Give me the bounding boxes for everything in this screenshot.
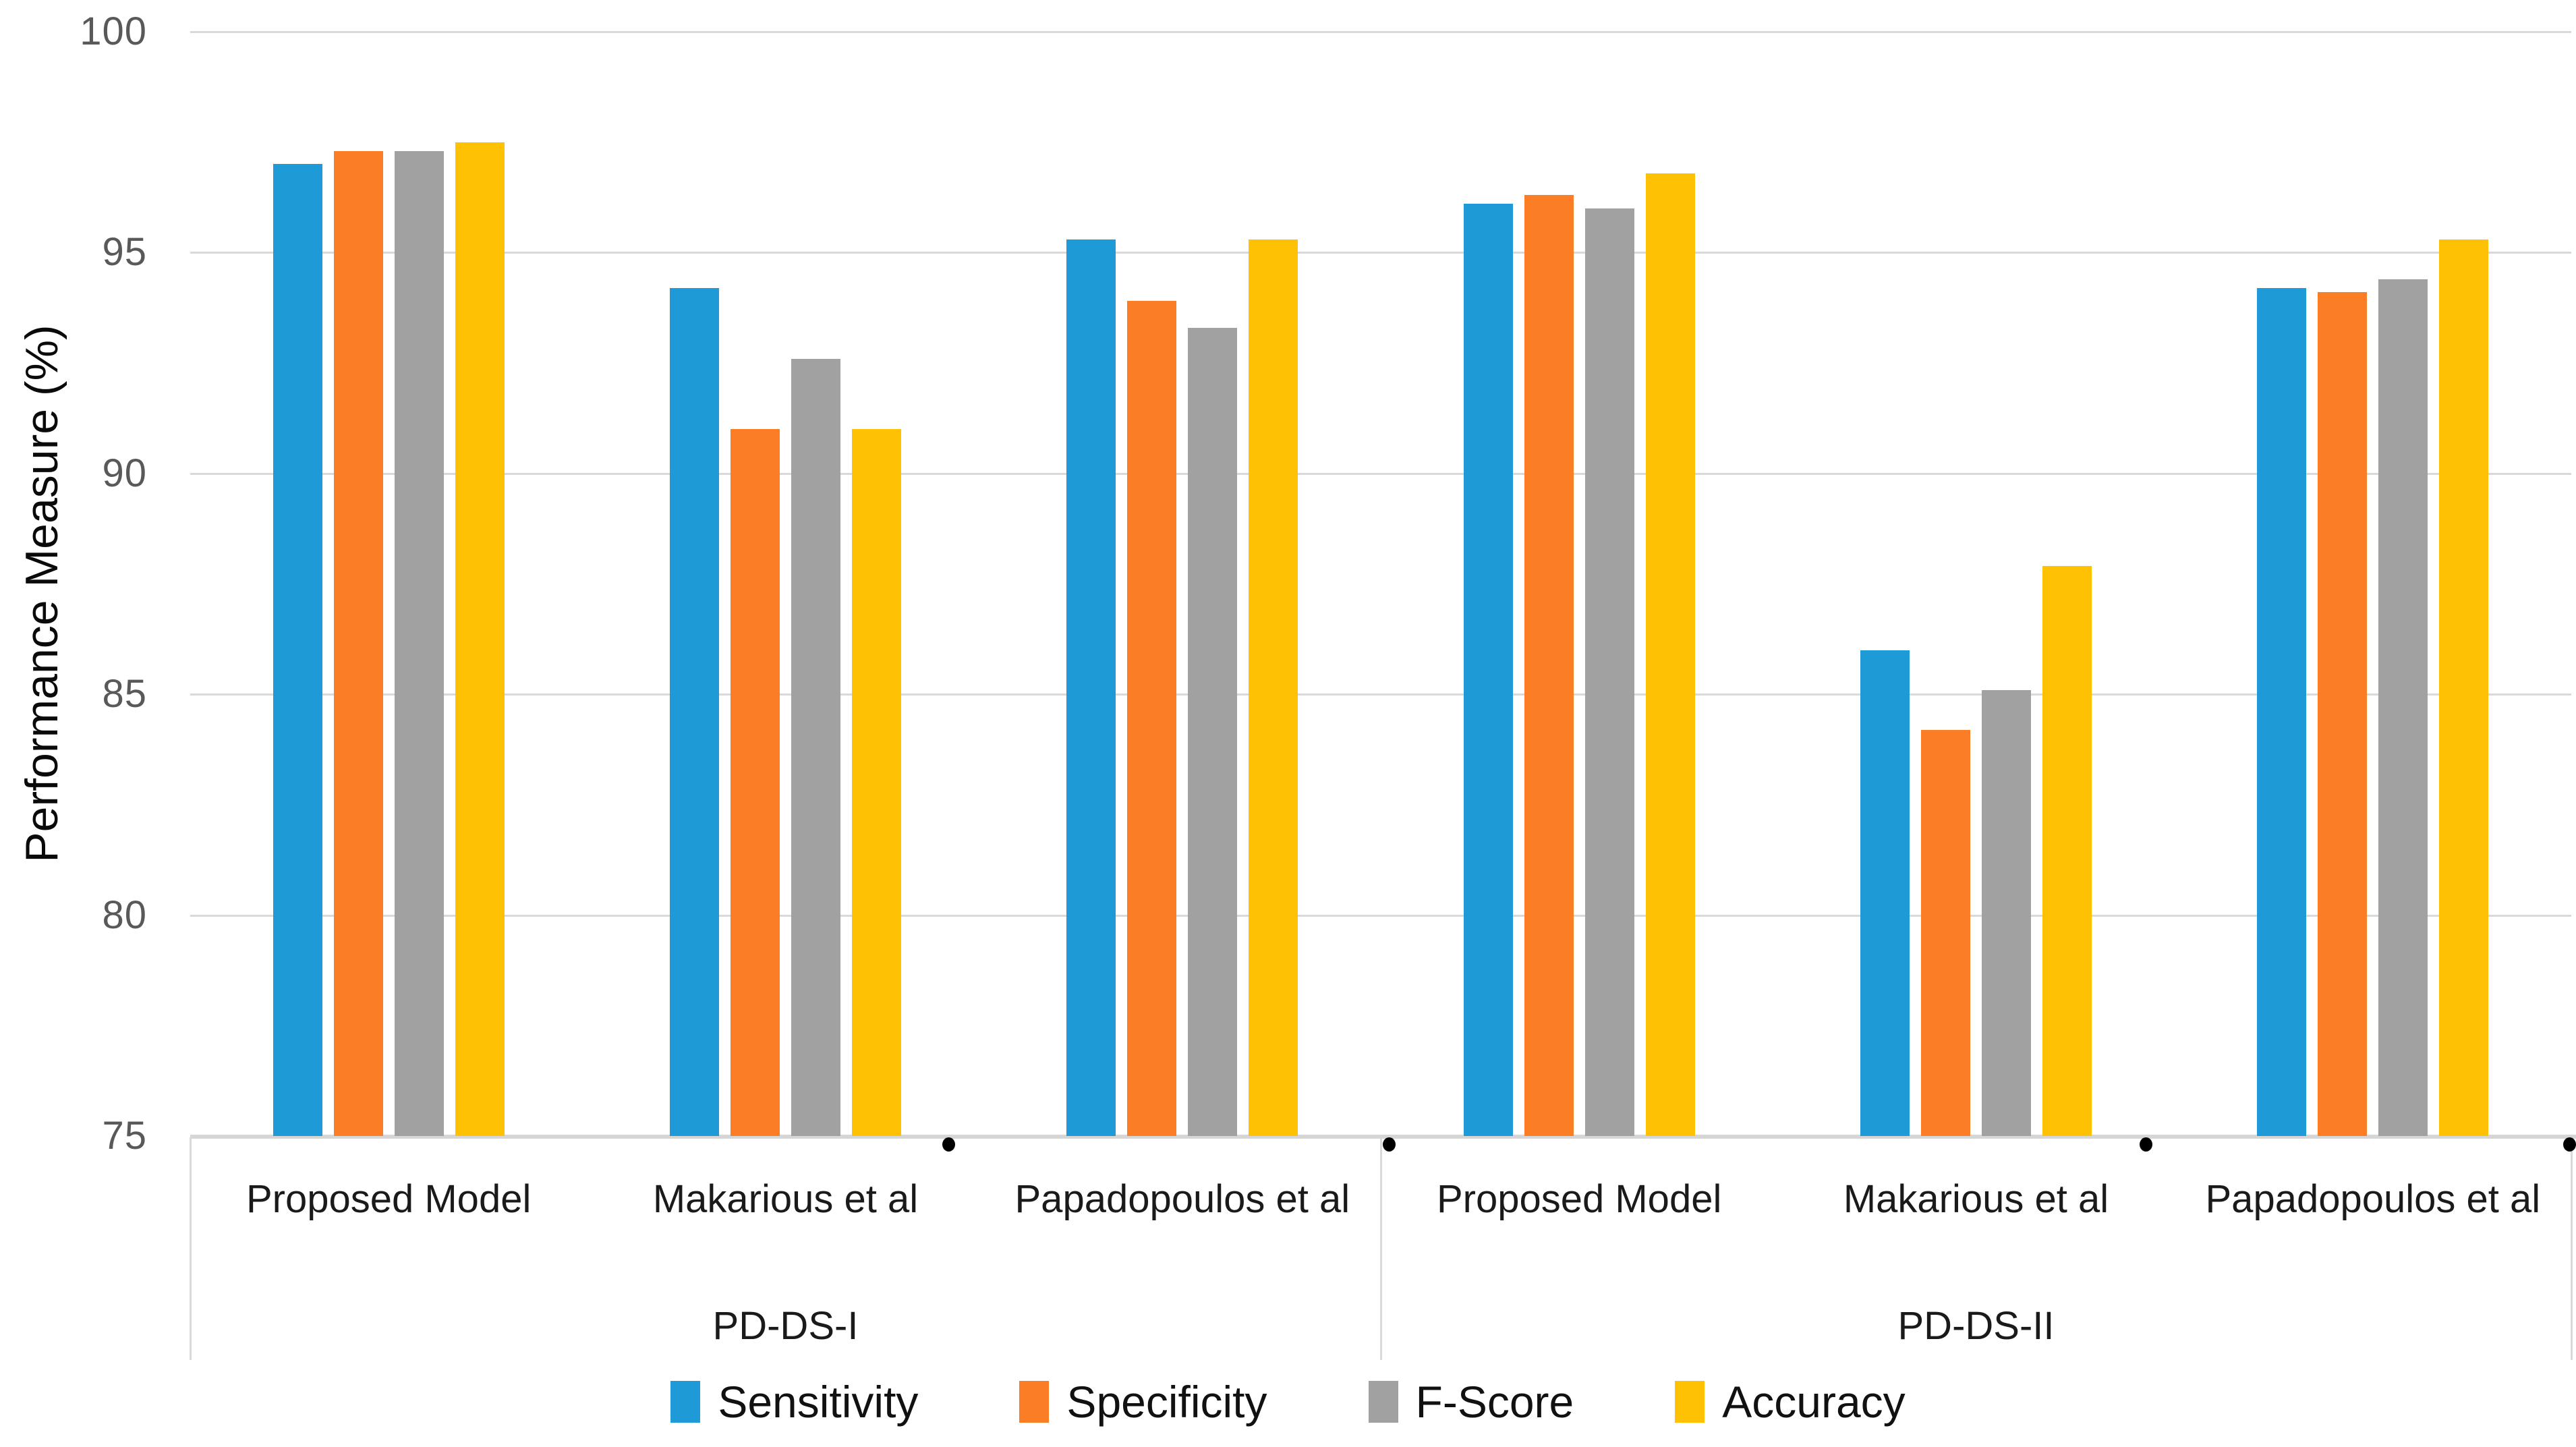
bar-f-score: [2378, 279, 2428, 1136]
category-label: Papadopoulos et al: [2205, 1177, 2541, 1221]
legend: Sensitivity Specificity F-Score Accuracy: [0, 1376, 2576, 1427]
bar-f-score: [394, 150, 444, 1136]
legend-item: F-Score: [1368, 1376, 1574, 1427]
category-label: Proposed Model: [1436, 1177, 1722, 1221]
bar-specificity: [1127, 301, 1177, 1136]
bar-sensitivity: [1066, 239, 1116, 1136]
category-label: Papadopoulos et al: [1014, 1177, 1350, 1221]
legend-label: Sensitivity: [718, 1377, 919, 1427]
bar-accuracy: [2439, 239, 2489, 1136]
legend-swatch-specificity: [1019, 1381, 1050, 1423]
legend-item: Specificity: [1019, 1376, 1267, 1427]
bar-f-score: [1982, 689, 2031, 1136]
bar-sensitivity: [2257, 287, 2307, 1136]
legend-item: Sensitivity: [670, 1376, 918, 1427]
gridline: [190, 472, 2571, 475]
bar-sensitivity: [1463, 204, 1513, 1136]
legend-label: F-Score: [1415, 1377, 1574, 1427]
axis-dot: [1383, 1137, 1396, 1152]
bar-specificity: [731, 429, 780, 1136]
bar-accuracy: [852, 429, 901, 1136]
y-tick-label: 95: [102, 230, 147, 275]
legend-item: Accuracy: [1675, 1376, 1906, 1427]
y-tick-label: 80: [102, 892, 147, 937]
legend-label: Specificity: [1066, 1377, 1267, 1427]
axis-divider: [190, 1137, 192, 1360]
bar-f-score: [1188, 327, 1238, 1136]
legend-label: Accuracy: [1722, 1377, 1906, 1427]
y-tick-label: 75: [102, 1114, 147, 1158]
bar-accuracy: [455, 142, 505, 1136]
bar-f-score: [791, 358, 840, 1136]
bar-sensitivity: [1860, 650, 1910, 1136]
category-label: Makarious et al: [652, 1177, 919, 1221]
bar-specificity: [2318, 292, 2368, 1136]
bar-accuracy: [1249, 239, 1298, 1136]
axis-dot: [2563, 1137, 2576, 1152]
legend-swatch-sensitivity: [670, 1381, 701, 1423]
axis-divider: [1380, 1137, 1382, 1360]
legend-swatch-f-score: [1368, 1381, 1398, 1423]
axis-dot: [2140, 1137, 2152, 1152]
legend-swatch-accuracy: [1675, 1381, 1705, 1423]
bar-specificity: [1921, 729, 1970, 1136]
dataset-group-label: PD-DS-II: [1897, 1304, 2055, 1348]
bar-sensitivity: [670, 287, 719, 1136]
y-tick-label: 85: [102, 672, 147, 716]
gridline: [190, 693, 2571, 696]
bar-specificity: [1524, 195, 1574, 1136]
gridline: [190, 914, 2571, 917]
x-axis-line: [190, 1135, 2576, 1139]
category-label: Makarious et al: [1843, 1177, 2109, 1221]
bar-sensitivity: [273, 164, 322, 1136]
bar-accuracy: [1645, 173, 1695, 1136]
y-tick-label: 90: [102, 451, 147, 495]
y-axis-title: Performance Measure (%): [16, 324, 67, 863]
bar-accuracy: [2042, 566, 2092, 1136]
y-tick-label: 100: [80, 9, 147, 53]
dataset-group-label: PD-DS-I: [712, 1304, 859, 1348]
bar-specificity: [333, 150, 383, 1136]
bar-f-score: [1584, 208, 1634, 1136]
category-label: Proposed Model: [246, 1177, 532, 1221]
axis-divider: [2571, 1137, 2573, 1360]
gridline: [190, 31, 2571, 33]
axis-dot: [942, 1137, 955, 1152]
gridline: [190, 252, 2571, 254]
